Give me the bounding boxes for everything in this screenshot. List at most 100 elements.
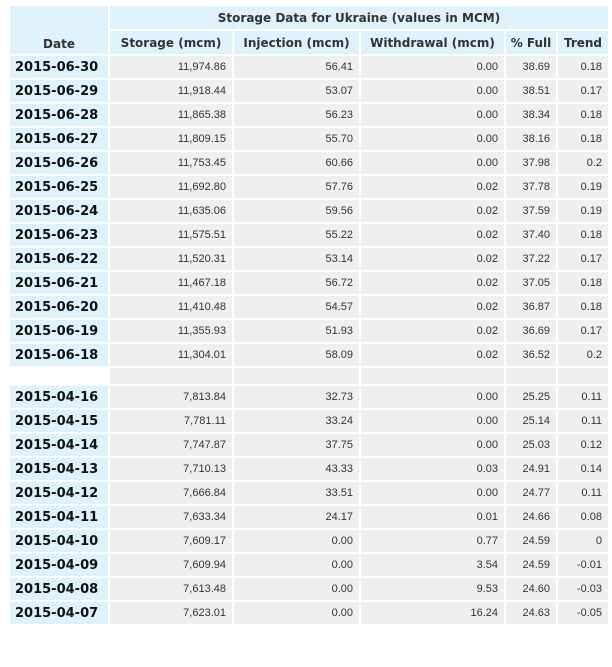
storage-cell: 7,781.11	[108, 408, 234, 434]
trend-cell: -0.03	[556, 576, 610, 602]
table-row: 2015-04-14 7,747.87 37.75 0.00 25.03 0.12	[8, 432, 610, 458]
storage-cell: 7,747.87	[108, 432, 234, 458]
separator-cell	[232, 366, 361, 386]
withdrawal-cell: 0.03	[359, 456, 506, 482]
storage-cell: 11,809.15	[108, 126, 234, 152]
date-cell: 2015-04-13	[8, 456, 110, 482]
injection-cell: 0.00	[232, 528, 361, 554]
injection-cell: 60.66	[232, 150, 361, 176]
injection-cell: 54.57	[232, 294, 361, 320]
withdrawal-cell: 0.00	[359, 54, 506, 80]
column-header-trend: Trend	[556, 29, 610, 56]
date-cell: 2015-06-25	[8, 174, 110, 200]
date-cell: 2015-04-12	[8, 480, 110, 506]
date-cell: 2015-06-28	[8, 102, 110, 128]
withdrawal-cell: 0.00	[359, 384, 506, 410]
table-row: 2015-06-22 11,520.31 53.14 0.02 37.22 0.17	[8, 246, 610, 272]
trend-cell: 0.2	[556, 150, 610, 176]
percent-full-cell: 24.59	[504, 528, 558, 554]
table-row: 2015-06-19 11,355.93 51.93 0.02 36.69 0.17	[8, 318, 610, 344]
date-cell: 2015-06-30	[8, 54, 110, 80]
separator-cell	[8, 366, 110, 386]
storage-cell: 11,410.48	[108, 294, 234, 320]
injection-cell: 51.93	[232, 318, 361, 344]
trend-cell: 0.18	[556, 126, 610, 152]
storage-data-table-container: Date Storage Data for Ukraine (values in…	[8, 4, 610, 626]
storage-cell: 11,635.06	[108, 198, 234, 224]
withdrawal-cell: 0.02	[359, 318, 506, 344]
withdrawal-cell: 0.02	[359, 174, 506, 200]
column-header-injection: Injection (mcm)	[232, 29, 361, 56]
separator-cell	[108, 366, 234, 386]
injection-cell: 43.33	[232, 456, 361, 482]
separator-cell	[504, 366, 558, 386]
date-cell: 2015-04-14	[8, 432, 110, 458]
injection-cell: 56.41	[232, 54, 361, 80]
table-row: 2015-04-15 7,781.11 33.24 0.00 25.14 0.11	[8, 408, 610, 434]
table-row: 2015-06-21 11,467.18 56.72 0.02 37.05 0.18	[8, 270, 610, 296]
date-cell: 2015-04-09	[8, 552, 110, 578]
storage-cell: 11,304.01	[108, 342, 234, 368]
date-cell: 2015-06-27	[8, 126, 110, 152]
withdrawal-cell: 0.00	[359, 150, 506, 176]
date-cell: 2015-06-22	[8, 246, 110, 272]
percent-full-cell: 38.69	[504, 54, 558, 80]
date-cell: 2015-06-20	[8, 294, 110, 320]
date-cell: 2015-04-07	[8, 600, 110, 626]
table-row: 2015-04-13 7,710.13 43.33 0.03 24.91 0.14	[8, 456, 610, 482]
injection-cell: 24.17	[232, 504, 361, 530]
trend-cell: 0.18	[556, 102, 610, 128]
row-gap-separator	[8, 366, 610, 386]
percent-full-cell: 24.91	[504, 456, 558, 482]
date-cell: 2015-04-10	[8, 528, 110, 554]
withdrawal-cell: 3.54	[359, 552, 506, 578]
trend-cell: 0.14	[556, 456, 610, 482]
date-cell: 2015-04-16	[8, 384, 110, 410]
table-row: 2015-06-20 11,410.48 54.57 0.02 36.87 0.18	[8, 294, 610, 320]
percent-full-cell: 37.78	[504, 174, 558, 200]
storage-cell: 11,918.44	[108, 78, 234, 104]
date-cell: 2015-06-18	[8, 342, 110, 368]
storage-cell: 7,609.94	[108, 552, 234, 578]
withdrawal-cell: 0.00	[359, 408, 506, 434]
percent-full-cell: 37.98	[504, 150, 558, 176]
storage-cell: 7,813.84	[108, 384, 234, 410]
storage-cell: 7,613.48	[108, 576, 234, 602]
percent-full-cell: 36.69	[504, 318, 558, 344]
percent-full-cell: 24.77	[504, 480, 558, 506]
table-row: 2015-04-12 7,666.84 33.51 0.00 24.77 0.11	[8, 480, 610, 506]
trend-cell: 0.18	[556, 222, 610, 248]
injection-cell: 33.51	[232, 480, 361, 506]
storage-cell: 11,575.51	[108, 222, 234, 248]
injection-cell: 33.24	[232, 408, 361, 434]
withdrawal-cell: 0.77	[359, 528, 506, 554]
withdrawal-cell: 16.24	[359, 600, 506, 626]
date-cell: 2015-06-21	[8, 270, 110, 296]
table-row: 2015-06-18 11,304.01 58.09 0.02 36.52 0.2	[8, 342, 610, 368]
storage-cell: 11,974.86	[108, 54, 234, 80]
trend-cell: 0.17	[556, 78, 610, 104]
injection-cell: 0.00	[232, 552, 361, 578]
injection-cell: 59.56	[232, 198, 361, 224]
date-cell: 2015-04-08	[8, 576, 110, 602]
table-row: 2015-06-30 11,974.86 56.41 0.00 38.69 0.18	[8, 54, 610, 80]
withdrawal-cell: 0.01	[359, 504, 506, 530]
injection-cell: 53.14	[232, 246, 361, 272]
percent-full-cell: 37.05	[504, 270, 558, 296]
storage-cell: 11,467.18	[108, 270, 234, 296]
table-row: 2015-04-10 7,609.17 0.00 0.77 24.59 0	[8, 528, 610, 554]
storage-cell: 11,520.31	[108, 246, 234, 272]
table-row: 2015-06-27 11,809.15 55.70 0.00 38.16 0.18	[8, 126, 610, 152]
column-header-storage: Storage (mcm)	[108, 29, 234, 56]
table-body: 2015-06-30 11,974.86 56.41 0.00 38.69 0.18 201…	[8, 54, 610, 626]
withdrawal-cell: 0.02	[359, 198, 506, 224]
date-cell: 2015-04-11	[8, 504, 110, 530]
injection-cell: 58.09	[232, 342, 361, 368]
percent-full-cell: 24.66	[504, 504, 558, 530]
date-cell: 2015-04-15	[8, 408, 110, 434]
storage-cell: 7,710.13	[108, 456, 234, 482]
column-header-date: Date	[8, 4, 110, 56]
table-row: 2015-04-09 7,609.94 0.00 3.54 24.59 -0.01	[8, 552, 610, 578]
separator-cell	[359, 366, 506, 386]
percent-full-cell: 24.63	[504, 600, 558, 626]
